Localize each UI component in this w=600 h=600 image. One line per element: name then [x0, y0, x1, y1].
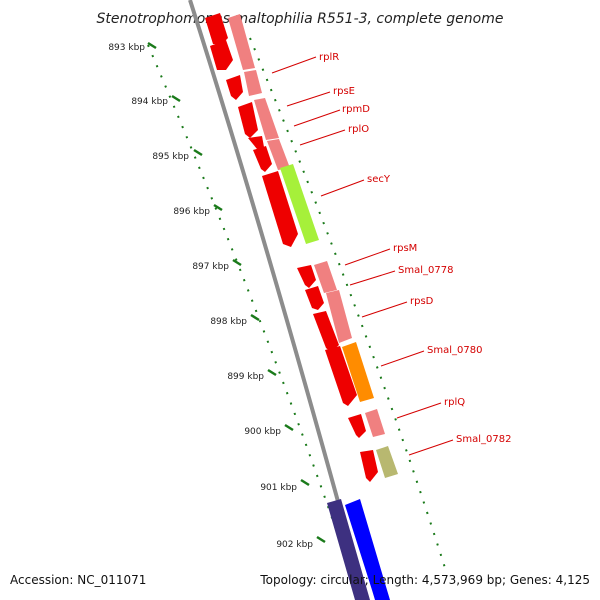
gene-label: Smal_0778 [398, 265, 453, 276]
gene-label: rplR [319, 52, 339, 63]
gene-box-rplO[interactable] [267, 139, 290, 170]
tick-mark [147, 41, 157, 50]
gene-box-Smal_0782[interactable] [376, 446, 398, 478]
label-line [271, 56, 317, 74]
label-line [361, 301, 408, 318]
gene-box-rpmD[interactable] [254, 98, 279, 140]
tick-mark [193, 148, 203, 157]
gene-label: rpsE [333, 86, 355, 97]
cds-inner-track [205, 13, 378, 482]
gene-box-secY[interactable] [280, 164, 319, 244]
tick-label: 897 kbp [192, 262, 229, 272]
genome-summary-text: Topology: circular; Length: 4,573,969 bp… [260, 573, 590, 587]
gene-arrow[interactable] [253, 146, 272, 172]
gene-arrow[interactable] [297, 265, 316, 288]
gene-box-dark-blue[interactable] [327, 499, 370, 600]
scale-ticks [147, 41, 326, 544]
label-line [380, 350, 425, 367]
scale-labels: 893 kbp 894 kbp 895 kbp 896 kbp 897 kbp … [108, 43, 313, 550]
gene-label: rplO [348, 124, 369, 135]
tick-label: 900 kbp [244, 427, 281, 437]
label-line [320, 179, 365, 197]
gene-box-rplQ[interactable] [365, 409, 385, 437]
gene-arrow[interactable] [305, 286, 324, 310]
tick-mark [267, 368, 277, 377]
cds-outer-track [228, 14, 398, 600]
gene-label: rpsM [393, 243, 417, 254]
tick-label: 901 kbp [260, 483, 297, 493]
gene-box-rplR[interactable] [228, 14, 255, 70]
gene-label: secY [367, 174, 391, 185]
gene-arrow[interactable] [226, 75, 243, 100]
gene-label: Smal_0782 [456, 434, 511, 445]
gene-arrow[interactable] [313, 311, 339, 352]
tick-mark [232, 258, 242, 267]
label-line [396, 402, 442, 419]
gene-label: rplQ [444, 397, 465, 408]
tick-label: 895 kbp [152, 152, 189, 162]
gene-arrow[interactable] [238, 102, 258, 138]
tick-label: 894 kbp [131, 97, 168, 107]
gene-arrow[interactable] [360, 450, 378, 482]
gene-arrow[interactable] [348, 414, 366, 438]
tick-mark [300, 478, 310, 487]
gene-arrow[interactable] [205, 13, 228, 44]
tick-mark [213, 203, 223, 212]
label-line [344, 248, 391, 266]
gene-arrow[interactable] [325, 346, 357, 406]
gene-labels: rplR rpsE rpmD rplO secY rpsM Smal_0778 … [319, 52, 511, 445]
gene-box-rpsE[interactable] [244, 70, 262, 96]
tick-label: 898 kbp [210, 317, 247, 327]
gene-box-Smal_0780[interactable] [342, 342, 374, 402]
tick-mark [171, 94, 181, 103]
tick-mark [250, 313, 260, 322]
label-lines [271, 56, 454, 456]
label-line [299, 129, 346, 146]
tick-mark [284, 423, 294, 432]
gene-label: Smal_0780 [427, 345, 482, 356]
tick-label: 902 kbp [276, 540, 313, 550]
gene-box-blue[interactable] [345, 499, 390, 600]
accession-text: Accession: NC_011071 [10, 573, 147, 587]
tick-mark [316, 535, 326, 544]
gene-box-Smal_0778[interactable] [326, 290, 352, 343]
scale-track-outer [249, 37, 446, 569]
gene-arrow[interactable] [248, 136, 264, 149]
label-line [349, 270, 396, 286]
label-line [286, 91, 331, 107]
tick-label: 899 kbp [227, 372, 264, 382]
gene-arrow[interactable] [210, 40, 233, 70]
tick-label: 893 kbp [108, 43, 145, 53]
gene-box-rpsM[interactable] [314, 261, 337, 293]
label-line [293, 109, 341, 127]
tick-label: 896 kbp [173, 207, 210, 217]
map-title: Stenotrophomonas maltophilia R551-3, com… [97, 11, 504, 27]
gene-label: rpsD [410, 296, 434, 307]
gene-arrow[interactable] [262, 171, 298, 247]
label-line [408, 439, 454, 456]
gene-label: rpmD [342, 104, 370, 115]
